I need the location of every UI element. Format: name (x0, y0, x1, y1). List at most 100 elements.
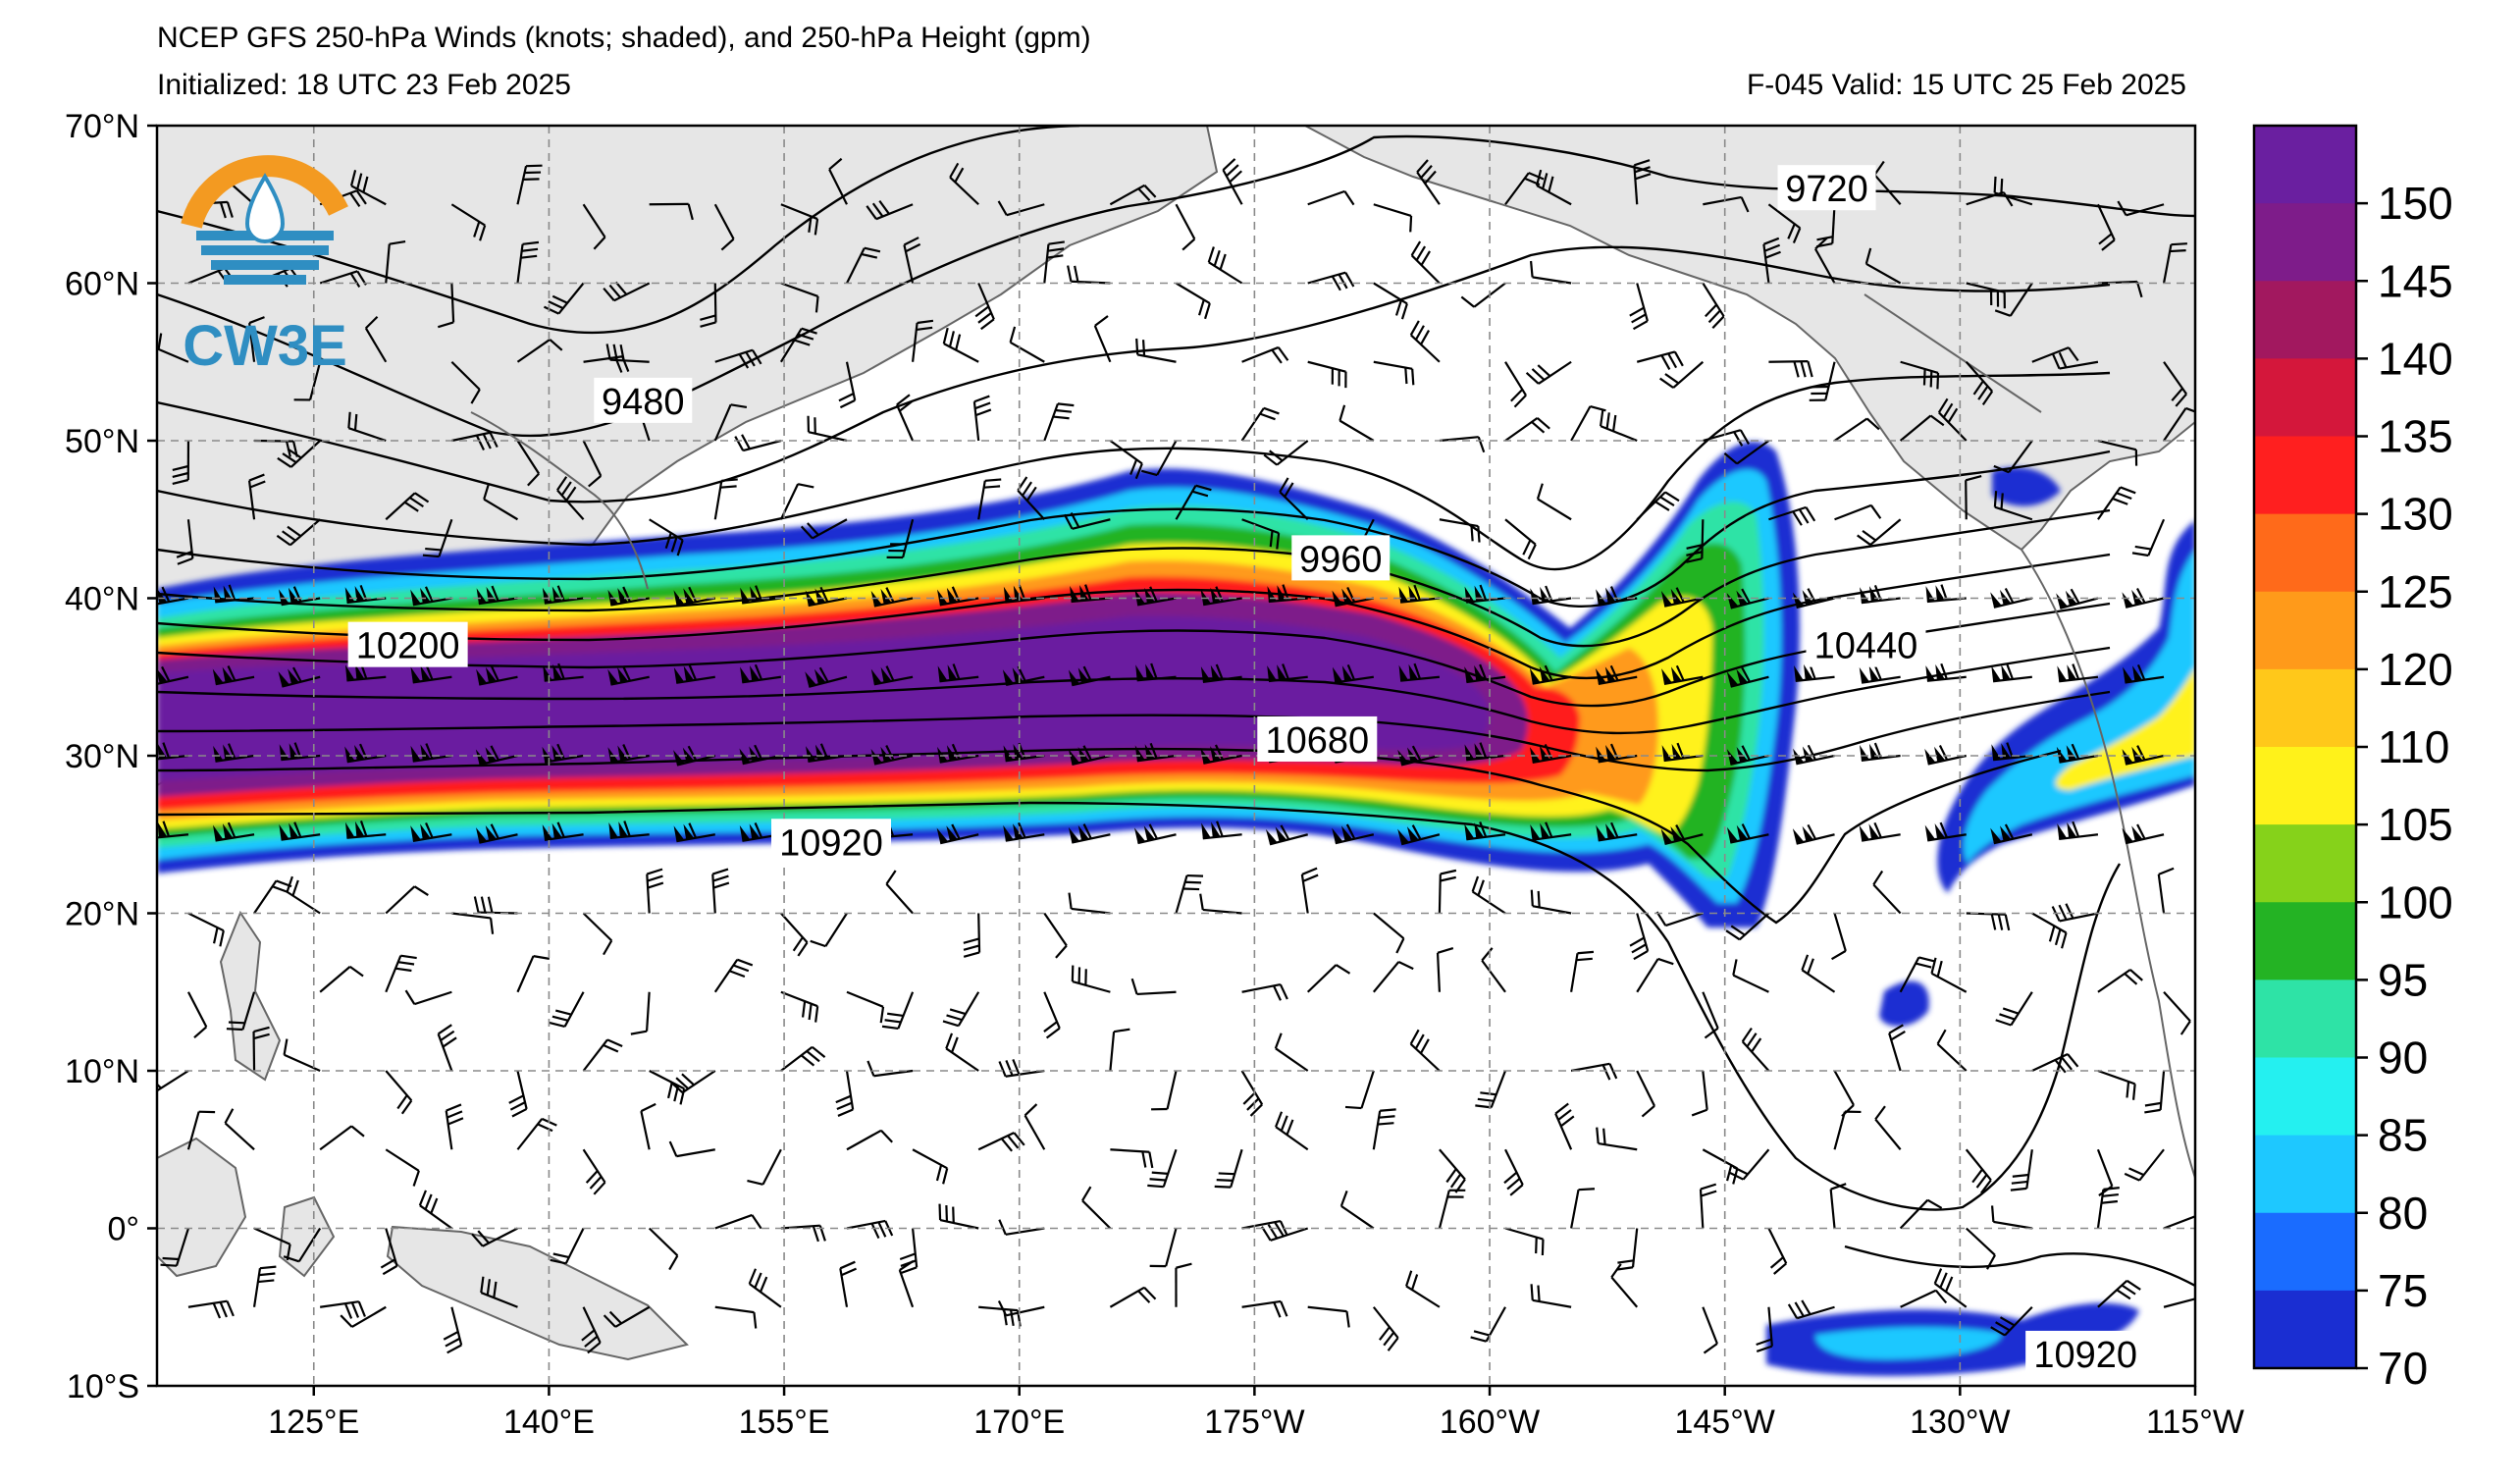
wind-barb (252, 1026, 270, 1072)
wind-barb (1504, 1227, 1545, 1256)
wind-barb (1043, 240, 1065, 284)
contour-label: 10920 (771, 819, 892, 865)
colorbar-label: 70 (2378, 1343, 2428, 1394)
wind-barb (213, 584, 255, 604)
wind-barb (1529, 664, 1572, 685)
wind-barb (582, 1148, 606, 1195)
wind-barb (1068, 823, 1111, 844)
wind-barb (2122, 745, 2165, 766)
wind-barb (846, 246, 881, 284)
wind-barb (1373, 912, 1405, 954)
valid-time: F-045 Valid: 15 UTC 25 Feb 2025 (1746, 69, 2186, 101)
wind-barb (157, 665, 189, 687)
wind-barb (1410, 240, 1441, 285)
wind-barb (1175, 874, 1204, 914)
wind-barb (1965, 1227, 1996, 1270)
wind-barb (380, 1228, 398, 1276)
wind-barb (1787, 1299, 1835, 1320)
wind-barb (1660, 587, 1704, 608)
wind-barb (1149, 1228, 1178, 1268)
wind-barb (1372, 1306, 1399, 1351)
wind-barb (646, 868, 664, 914)
wind-barb (1372, 1108, 1396, 1150)
wind-barb (187, 912, 225, 947)
colorbar-label: 100 (2378, 876, 2453, 927)
colorbar-segment (2254, 358, 2356, 437)
wind-barb (714, 1213, 762, 1230)
wind-barb (1240, 1070, 1264, 1117)
wind-barb (385, 885, 429, 915)
wind-barb (1504, 361, 1527, 408)
wind-barb (364, 315, 388, 363)
wind-barb (1990, 823, 2033, 845)
wind-barb (581, 1306, 602, 1354)
wind-barb (2163, 406, 2195, 442)
wind-barb (866, 1060, 914, 1078)
wind-barb (1279, 477, 1309, 521)
wind-barb (740, 663, 782, 684)
wind-barb (669, 1070, 716, 1094)
colorbar-segment (2254, 1290, 2356, 1369)
wind-barb (734, 434, 782, 452)
wind-barb (673, 586, 715, 608)
wind-barb (1888, 1024, 1906, 1072)
logo-text: CW3E (183, 314, 347, 378)
wind-barb (212, 665, 255, 686)
wind-barb (160, 1228, 190, 1267)
wind-barb (1241, 345, 1289, 364)
wind-barb (1990, 587, 2033, 609)
wind-barb (1570, 1188, 1596, 1229)
wind-barb (1475, 1070, 1507, 1109)
contour-label: 10680 (1257, 715, 1378, 762)
wind-barb (516, 440, 541, 487)
wind-barb (1530, 1284, 1572, 1308)
wind-barb (276, 518, 321, 547)
wind-barb (1829, 1183, 1847, 1229)
wind-barb (846, 1129, 894, 1151)
wind-barb (1801, 954, 1836, 993)
wind-barb (1833, 417, 1880, 442)
wind-barb (1874, 1105, 1902, 1150)
wind-barb (1530, 889, 1572, 915)
wind-barb (1530, 821, 1572, 841)
wind-barb (942, 327, 979, 363)
wind-barb (997, 200, 1045, 217)
wind-barb (1732, 959, 1769, 993)
wind-barb (1610, 1263, 1639, 1308)
wind-barb (385, 1070, 413, 1115)
wind-barb (1307, 360, 1347, 389)
wind-barb (780, 1045, 826, 1072)
wind-barb (1481, 947, 1506, 993)
colorbar-label: 110 (2378, 721, 2449, 772)
lon-tick-label: 125°E (268, 1404, 359, 1441)
wind-barb (835, 1070, 855, 1117)
wind-barb (2163, 991, 2191, 1035)
lon-tick-label: 170°E (973, 1404, 1065, 1441)
wind-barb (605, 344, 650, 363)
wind-barb (2144, 1070, 2166, 1114)
wind-barb (1965, 361, 1994, 405)
wind-barb (903, 237, 921, 284)
contour-label: 10920 (2025, 1330, 2146, 1376)
wind-barb (293, 361, 322, 401)
wind-barb (404, 989, 452, 1006)
wind-barb (881, 991, 915, 1031)
wind-barb (157, 586, 189, 607)
wind-barb (516, 164, 543, 205)
wind-barb (345, 821, 387, 839)
wind-barb (1438, 869, 1457, 914)
wind-barb (1636, 491, 1680, 521)
wind-barb (1009, 326, 1045, 363)
wind-barb (942, 991, 980, 1028)
svg-text:10920: 10920 (779, 822, 883, 864)
wind-barb (582, 203, 606, 250)
wind-barb (1373, 360, 1415, 386)
wind-barb (838, 361, 857, 409)
wind-barb (1332, 663, 1374, 684)
wind-barb (1596, 821, 1638, 842)
wind-barb (1274, 1033, 1309, 1072)
wind-barb (2056, 743, 2099, 764)
wind-barb (603, 1305, 651, 1328)
wind-barb (582, 1038, 623, 1072)
colorbar-segment (2254, 747, 2356, 825)
